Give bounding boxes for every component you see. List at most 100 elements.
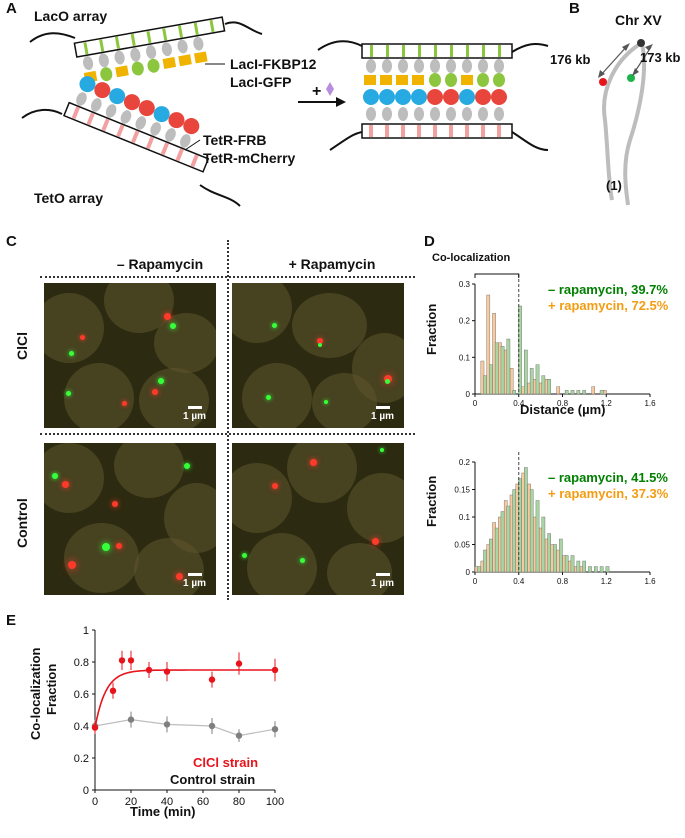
dist-173kb: 173 kb [640,50,681,65]
micrograph-control-plus: 1 µm [232,443,404,595]
bar-minus-rapamycin [547,533,551,573]
bar-minus-rapamycin [524,467,528,573]
bar-minus-rapamycin [518,478,522,573]
x-tick-label: 20 [125,796,137,808]
teto-stripes [71,106,199,168]
minus-rapamycin-header: – Rapamycin [116,256,204,272]
centromere [637,39,645,47]
timecourse-ylabel-1: Co-localization [28,647,43,740]
panel-letter-a: A [6,0,17,17]
control-point [271,726,279,733]
bar-minus-rapamycin [582,560,586,573]
histogram-top: 0 0.1 0.2 0.3 0 0.4 0.8 1.2 1.6 [459,273,656,408]
y-tick-label: 1 [83,625,89,637]
complex-teto-stripes [369,125,501,137]
bar-plus-rapamycin [591,386,596,395]
panel-letter-b: B [569,0,580,17]
plus-rapamycin-header: + Rapamycin [288,256,376,272]
clcl-fit-curve [94,669,275,728]
chromosome-arm-right [623,43,647,206]
bar-minus-rapamycin [494,527,499,573]
micrograph-clcl-plus: 1 µm [232,283,404,428]
bar-minus-rapamycin [489,364,493,395]
y-tick-label: 0 [466,390,471,399]
x-tick-label: 0.4 [513,399,525,408]
scale-bar: 1 µm [183,573,206,589]
scale-bar: 1 µm [183,406,206,422]
complex-proteins [363,59,507,121]
panel-letter-d: D [424,233,435,250]
teto-dna-left [21,108,63,119]
red-locus [599,78,607,86]
complex-laco-stripes [370,45,501,57]
panel-letter-c: C [6,233,17,250]
bar-minus-rapamycin [506,505,511,573]
clcl-point [145,666,153,674]
x-tick-label: 0.8 [557,399,569,408]
complex-dna-top-left [317,40,363,51]
bar-minus-rapamycin [494,342,499,395]
bar-minus-rapamycin [553,544,557,573]
bar-minus-rapamycin [512,489,517,573]
bar-plus-rapamycin [603,390,607,395]
row-label-control: Control [14,498,30,548]
y-tick-label: 0.2 [74,753,89,765]
bar-minus-rapamycin [535,364,540,395]
control-line [94,718,276,737]
bar-minus-rapamycin [541,375,546,395]
bar-plus-rapamycin [486,294,491,395]
y-tick-label: 0 [83,785,89,797]
bar-minus-rapamycin [547,379,551,395]
hist-xlabel: Distance (µm) [520,402,606,417]
x-tick-label: 1.6 [644,399,656,408]
x-tick-label: 1.2 [601,399,613,408]
legend-clcl-strain: ClCl strain [193,755,259,770]
bar-minus-rapamycin [477,566,482,573]
x-tick-label: 0 [92,796,98,808]
complex-dna-top-right [511,43,549,53]
tetr-proteins [76,76,200,148]
x-tick-label: 0.4 [513,577,525,586]
x-tick-label: 1.6 [644,577,656,586]
bar-minus-rapamycin [570,390,575,395]
arrow-right [633,46,652,74]
panel-b-chromosome [598,39,653,206]
bar-minus-rapamycin [512,390,517,395]
x-tick-label: 40 [161,796,173,808]
timecourse-xlabel: Time (min) [130,804,196,819]
laco-stripes [83,19,215,55]
bar-minus-rapamycin [500,346,505,395]
clcl-point [163,668,171,675]
x-tick-label: 80 [233,796,245,808]
clcl-point [127,657,135,664]
legend-top-plus: + rapamycin, 72.5% [548,298,669,313]
plus-sign: + [312,83,322,100]
timecourse-ylabel-2: Fraction [44,663,59,715]
control-point [235,732,243,739]
legend-bottom-plus: + rapamycin, 37.3% [548,486,669,501]
bar-minus-rapamycin [524,349,528,395]
bar-minus-rapamycin [541,516,546,573]
legend-control-strain: Control strain [170,772,256,787]
y-tick-label: 0.6 [74,689,89,701]
laci-fkbp12-label: LacI-FKBP12 [230,56,317,72]
clcl-point [271,666,279,674]
complex-dna-bottom-left [329,131,363,151]
scale-bar: 1 µm [371,406,394,422]
laco-array-box [73,16,226,83]
y-tick-label: 0.15 [454,486,470,495]
bar-plus-rapamycin [556,386,561,395]
bar-minus-rapamycin [605,566,610,573]
x-tick-label: 0.8 [557,577,569,586]
y-tick-label: 0.1 [459,513,471,522]
bar-minus-rapamycin [500,511,505,573]
bar-minus-rapamycin [529,368,534,395]
bar-minus-rapamycin [535,500,540,573]
y-tick-label: 0.4 [74,721,89,733]
laci-proteins [82,36,208,83]
timecourse-chart: 0 0.2 0.4 0.6 0.8 1 0 20 40 60 80 100 [74,625,284,808]
tetr-mcherry-label: TetR-mCherry [203,150,296,166]
y-tick-label: 0 [466,568,471,577]
y-tick-label: 0.1 [459,353,471,362]
x-tick-label: 60 [197,796,209,808]
